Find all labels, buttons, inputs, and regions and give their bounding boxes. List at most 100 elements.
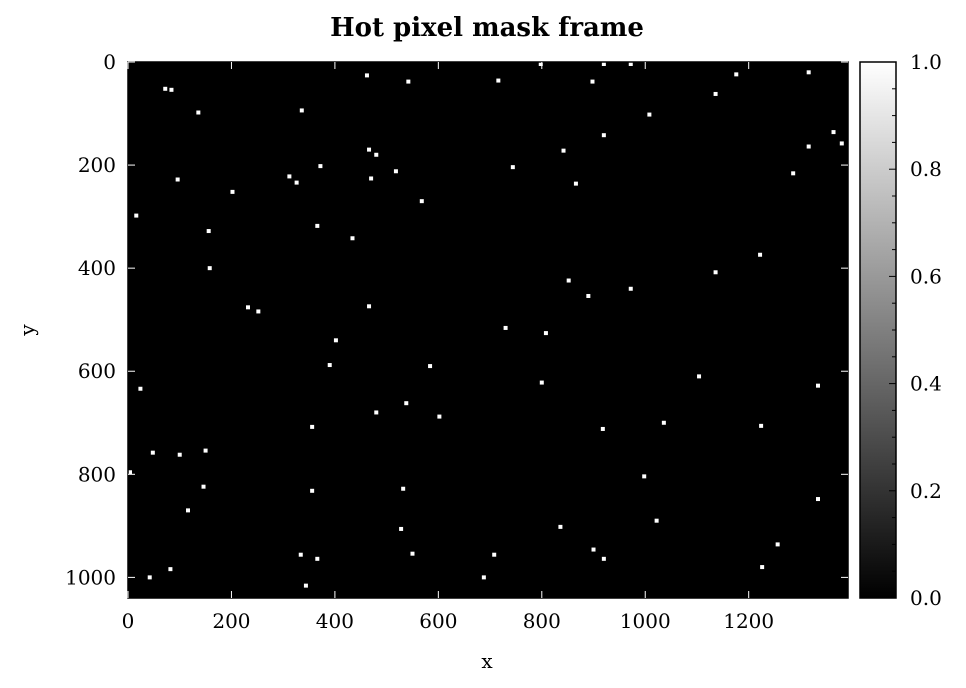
- hot-pixel: [654, 518, 659, 523]
- hot-pixel: [246, 305, 250, 310]
- hot-pixel: [642, 474, 647, 479]
- hot-pixel: [543, 331, 548, 336]
- colorbar-tick-label: 0.6: [910, 264, 942, 288]
- hot-pixel: [374, 410, 379, 415]
- colorbar-tick-label: 0.2: [910, 479, 942, 503]
- hot-pixel: [350, 236, 355, 241]
- y-axis-ticks: 0 200 400 600 800 1000: [65, 50, 848, 589]
- hot-pixel: [816, 497, 820, 502]
- hot-pixel: [393, 169, 398, 174]
- hot-pixel: [590, 79, 595, 84]
- x-axis-label: x: [481, 649, 493, 673]
- hot-pixel: [168, 567, 173, 572]
- hot-pixel: [404, 401, 409, 406]
- hot-pixel: [201, 484, 206, 489]
- hot-pixel: [374, 152, 379, 157]
- hot-pixel: [561, 148, 566, 153]
- hot-pixel: [760, 565, 765, 570]
- hot-pixel: [203, 448, 208, 453]
- hot-pixel: [503, 325, 508, 330]
- hot-pixel: [628, 62, 633, 66]
- x-tick-label: 400: [316, 609, 354, 633]
- hot-pixel: [492, 552, 497, 557]
- y-tick-label: 200: [78, 153, 116, 177]
- hot-pixel: [734, 72, 739, 77]
- hot-pixel: [207, 266, 212, 271]
- x-tick-label: 0: [122, 609, 135, 633]
- hot-pixel: [367, 147, 372, 152]
- hot-pixel: [399, 526, 404, 531]
- hot-pixel: [406, 79, 411, 84]
- hot-pixel: [333, 338, 338, 343]
- hot-pixel: [310, 488, 315, 493]
- hot-pixel: [539, 380, 544, 385]
- hot-pixel: [496, 78, 501, 83]
- hot-pixel: [147, 575, 152, 580]
- hot-pixel: [806, 70, 811, 75]
- hot-pixel: [327, 363, 332, 368]
- hot-pixels-layer: [128, 62, 844, 588]
- hot-pixel: [177, 452, 182, 457]
- y-tick-label: 1000: [65, 565, 116, 589]
- plot-frame: [127, 61, 849, 599]
- hot-pixel: [839, 141, 844, 146]
- colorbar-tick-label: 0.4: [910, 372, 942, 396]
- hot-pixel: [287, 174, 292, 179]
- hot-pixel: [437, 414, 442, 419]
- colorbar-ticks: 0.0 0.2 0.4 0.6 0.8 1.0: [889, 50, 942, 610]
- hot-pixel: [601, 62, 606, 66]
- hot-pixel: [558, 524, 563, 529]
- hot-pixel: [758, 252, 763, 257]
- hot-pixel: [128, 470, 132, 475]
- hot-pixel: [759, 423, 764, 428]
- hot-pixel: [401, 486, 406, 491]
- hot-pixel: [163, 86, 168, 91]
- plot-area: [128, 62, 848, 598]
- hot-pixel: [230, 189, 235, 194]
- hot-pixel: [318, 164, 323, 169]
- hot-pixel: [601, 556, 606, 561]
- colorbar-tick-label: 1.0: [910, 50, 942, 74]
- x-tick-label: 600: [419, 609, 457, 633]
- hot-pixel: [566, 278, 571, 283]
- colorbar: [859, 61, 897, 599]
- x-axis-ticks: 0 200 400 600 800 1000 1200: [122, 62, 774, 633]
- hot-pixel: [315, 556, 320, 561]
- hot-pixel: [510, 165, 515, 170]
- hot-pixel: [419, 199, 424, 204]
- hot-pixel: [428, 364, 433, 369]
- hot-pixel: [586, 293, 591, 298]
- hot-pixel: [196, 110, 201, 115]
- hot-pixel: [150, 450, 155, 455]
- x-tick-label: 800: [523, 609, 561, 633]
- y-tick-label: 400: [78, 256, 116, 280]
- hot-pixel: [806, 144, 811, 149]
- hot-pixel: [206, 229, 211, 234]
- hot-pixel: [661, 420, 666, 425]
- hot-pixel: [713, 270, 718, 275]
- hot-pixel: [298, 552, 303, 557]
- x-tick-label: 200: [212, 609, 250, 633]
- hot-pixel: [256, 309, 261, 314]
- y-tick-label: 0: [103, 50, 116, 74]
- hot-pixel: [628, 286, 633, 291]
- y-axis-label: y: [15, 324, 39, 337]
- colorbar-tick-label: 0.0: [910, 586, 942, 610]
- chart-title: Hot pixel mask frame: [330, 13, 644, 43]
- hot-pixel: [775, 542, 780, 547]
- hot-pixel: [186, 508, 190, 513]
- hot-pixel: [697, 374, 702, 379]
- colorbar-tick-label: 0.8: [910, 157, 942, 181]
- hot-pixel: [600, 426, 605, 431]
- x-tick-label: 1000: [620, 609, 671, 633]
- hot-pixel: [791, 171, 796, 176]
- y-tick-label: 800: [78, 462, 116, 486]
- hot-pixel: [831, 130, 836, 135]
- hot-pixel: [175, 177, 180, 182]
- hot-pixel: [816, 383, 820, 388]
- hot-pixel: [367, 304, 372, 309]
- hot-pixel: [481, 575, 486, 580]
- hot-pixel: [294, 180, 299, 185]
- hot-pixel: [315, 223, 320, 228]
